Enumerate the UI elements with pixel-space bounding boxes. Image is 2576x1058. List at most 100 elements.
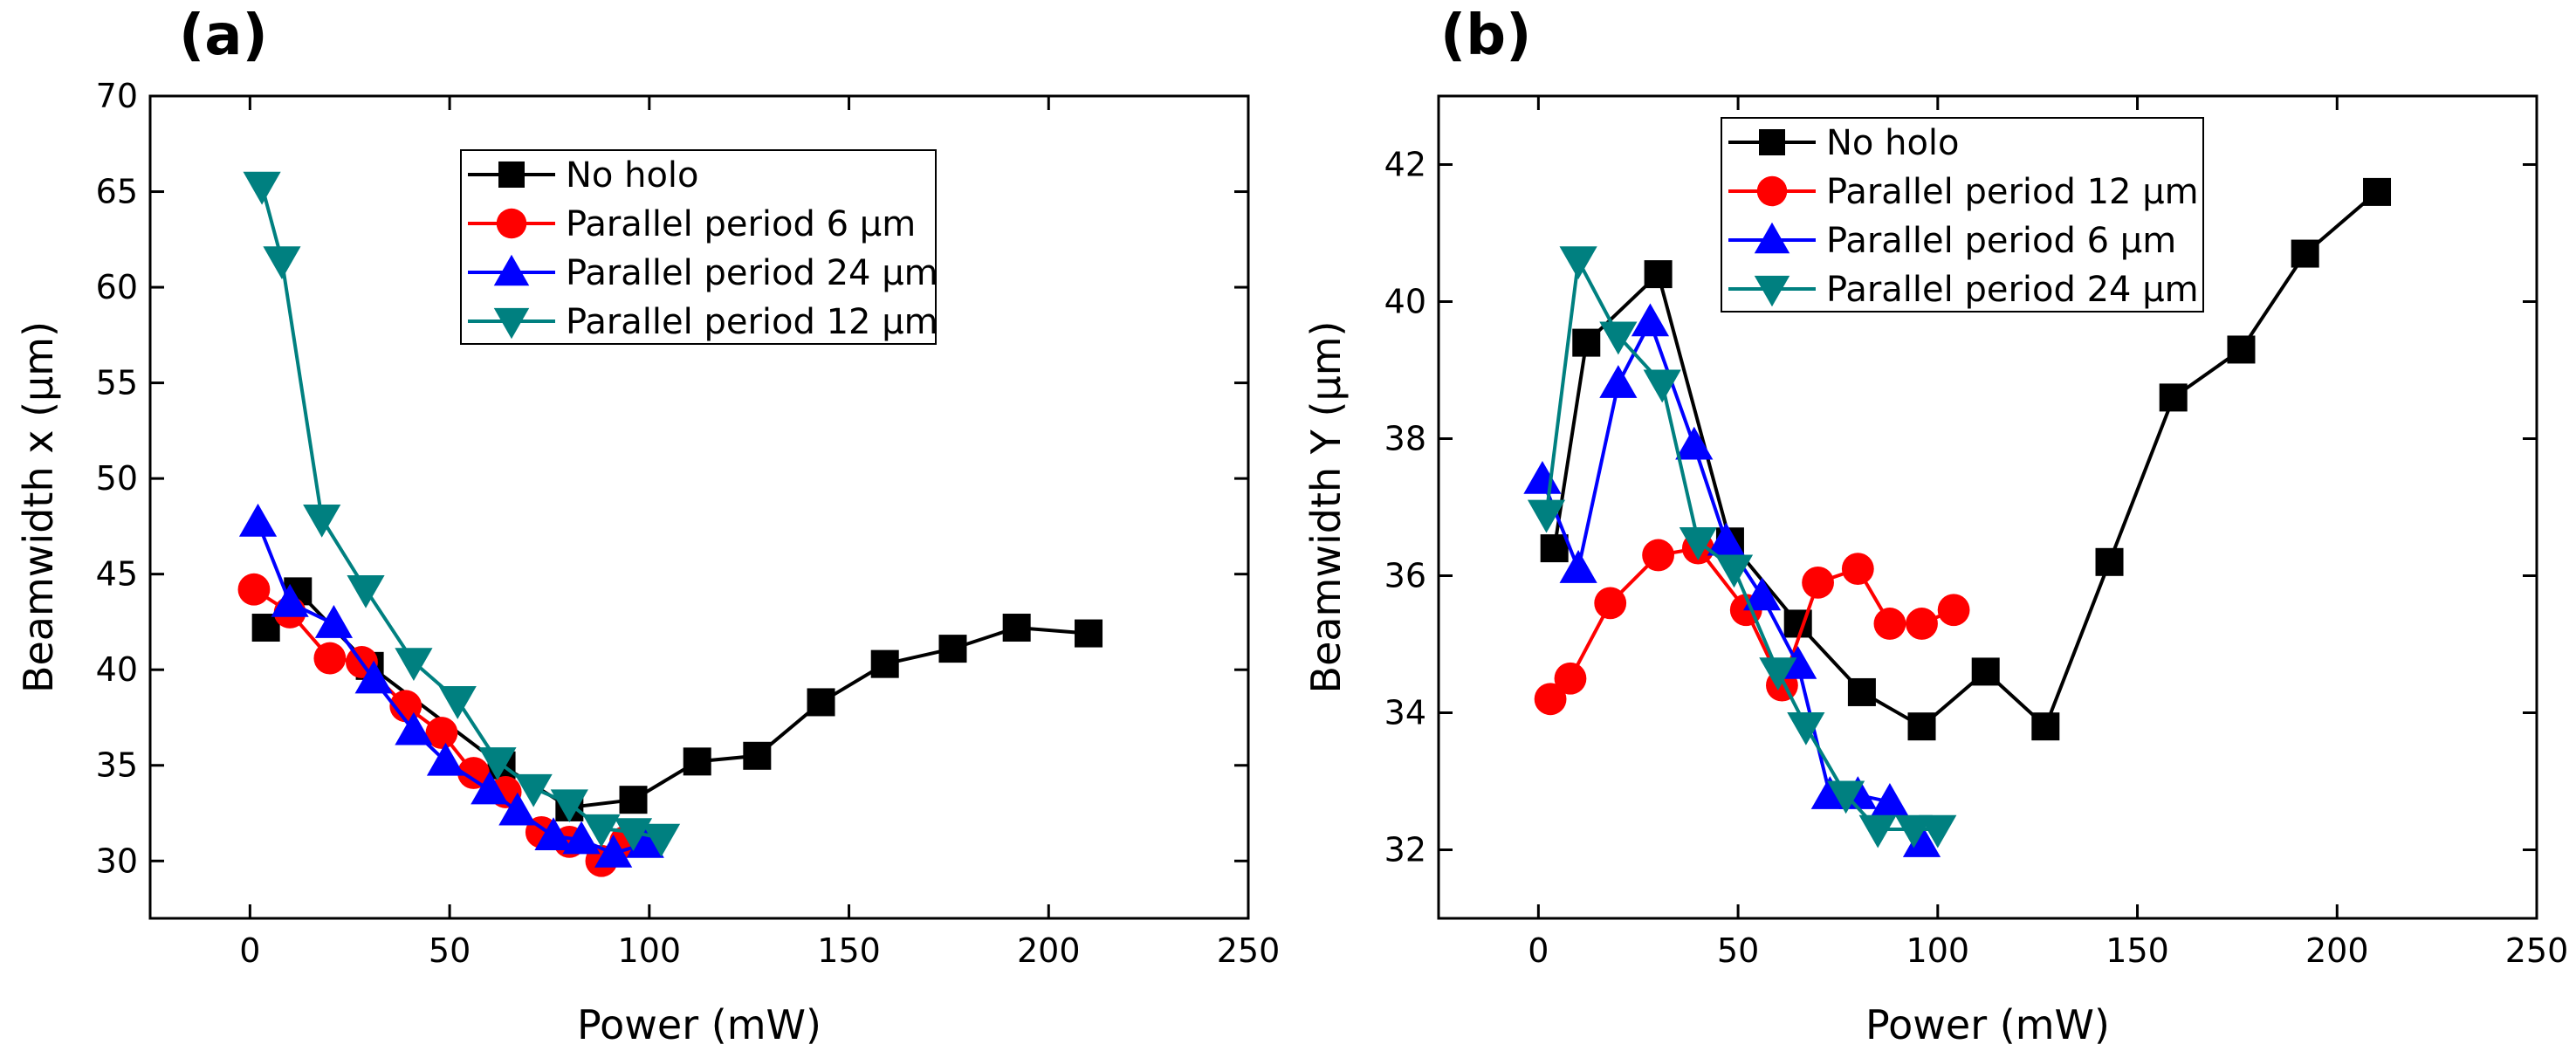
panel-b-series-0-point — [2031, 712, 2060, 741]
panel-b-series-3-point — [1599, 321, 1638, 355]
panel-b-series-1-point — [1841, 553, 1874, 586]
panel-b-series-3-point — [1919, 814, 1957, 848]
panel-a-y-tick-label: 65 — [96, 173, 138, 211]
panel-b-legend-marker — [1754, 222, 1790, 254]
chart-panel-a: (a) 0 50 100 150 200 250 30 35 40 45 50 55 60 65 70 P… — [15, 3, 1280, 1048]
panel-b-y-axis: 32 34 36 38 40 42 — [1384, 146, 2537, 869]
panel-a-x-tick-label: 200 — [1017, 931, 1081, 970]
panel-a-series-2-point — [498, 792, 537, 826]
panel-b-series-2-point — [1631, 303, 1670, 337]
panel-a-series-2-point — [562, 821, 601, 855]
panel-b-x-tick-label: 0 — [1528, 931, 1549, 970]
panel-a-series-3-point — [582, 814, 621, 848]
panel-a-series-0-point — [683, 747, 711, 776]
panel-b-y-tick-label: 34 — [1384, 694, 1426, 732]
panel-a-series-2-point — [314, 605, 354, 638]
panel-b-x-axis: 0 50 100 150 200 250 — [1528, 96, 2568, 970]
panel-a-series-1-point — [237, 573, 271, 606]
panel-a-series-0-point — [870, 649, 899, 678]
panel-a-legend: No holo Parallel period 6 μm Parallel peri… — [460, 149, 938, 345]
panel-b-legend-marker — [1756, 175, 1788, 207]
panel-b-legend-label: Parallel period 12 μm — [1826, 172, 2199, 212]
panel-a-series-0-point — [743, 741, 772, 770]
panel-a-label: (a) — [179, 3, 268, 68]
panel-b-y-tick-label: 40 — [1384, 283, 1426, 321]
panel-b-series-2-point — [1871, 782, 1909, 816]
panel-b-legend-label: No holo — [1826, 123, 1960, 163]
panel-a-legend-label: No holo — [566, 155, 699, 196]
panel-a-series-2-point — [354, 660, 393, 694]
panel-a-series-3-point — [263, 246, 301, 279]
panel-a-legend-label: Parallel period 24 μm — [566, 253, 938, 293]
panel-a-y-tick-label: 40 — [96, 650, 138, 689]
panel-b-label: (b) — [1440, 3, 1531, 68]
panel-b-series-3-point — [1827, 780, 1865, 814]
panel-b-y-tick-label: 36 — [1384, 557, 1426, 595]
panel-a-series-2-point — [626, 824, 664, 858]
panel-a-series-3-point — [243, 171, 281, 205]
panel-a-series-3-point — [478, 747, 517, 780]
panel-a-series-0-point — [807, 688, 835, 717]
panel-b-series-2-point — [1902, 824, 1941, 857]
panel-a-series-0-point — [1075, 619, 1103, 648]
panel-b-series-0-point — [1540, 534, 1569, 563]
panel-b-series-0-point — [1644, 260, 1673, 289]
panel-a-series-0-point — [938, 635, 967, 663]
panel-b-y-tick-label: 42 — [1384, 146, 1426, 184]
panel-a-series-3-point — [642, 823, 681, 857]
panel-b-x-tick-label: 100 — [1906, 931, 1970, 970]
panel-a-series-3-point — [550, 789, 588, 823]
panel-b-series-3-point — [1643, 369, 1681, 403]
panel-a-series-2-point — [271, 583, 309, 617]
panel-a-series-0-point — [619, 786, 648, 814]
panel-b-series-1-point — [1802, 566, 1834, 599]
panel-a-y-tick-label: 35 — [96, 746, 138, 785]
panel-b-series-0-point — [1572, 328, 1601, 357]
panel-b-x-axis-title: Power (mW) — [1865, 1001, 2110, 1048]
panel-b-series-1-point — [1594, 587, 1627, 620]
panel-a-series-3-point — [303, 504, 341, 538]
panel-a-y-tick-label: 45 — [96, 555, 138, 594]
panel-a-series-2-point — [426, 742, 465, 776]
panel-a-series-2-point — [238, 503, 278, 537]
panel-a-legend-box — [460, 149, 937, 345]
panel-a-legend-marker — [498, 161, 525, 188]
panel-a-series-0-point — [1002, 614, 1031, 642]
panel-a-x-tick-label: 0 — [239, 931, 260, 970]
panel-a-legend-label: Parallel period 12 μm — [566, 302, 938, 342]
panel-a-series-1-point — [313, 642, 347, 675]
panel-b-series-3-point — [1714, 554, 1754, 588]
panel-b-series — [1523, 177, 2392, 857]
panel-a-series-2-point — [395, 711, 433, 745]
panel-a-series-3-point — [438, 686, 477, 719]
panel-b-series-0-point — [2095, 547, 2124, 576]
panel-b-y-tick-label: 38 — [1384, 420, 1426, 458]
panel-b-series-0-point — [2363, 177, 2392, 206]
panel-a-series-2-point — [534, 817, 573, 850]
panel-b-legend: No holo Parallel period 12 μm Parallel per… — [1721, 117, 2204, 313]
panel-b-legend-box — [1721, 117, 2204, 313]
panel-b-series-3-point — [1858, 814, 1897, 848]
panel-a-series-2-point — [594, 834, 633, 868]
panel-a-x-axis: 0 50 100 150 200 250 — [239, 96, 1280, 970]
panel-b-series-1-point — [1534, 683, 1567, 716]
panel-b-x-tick-label: 200 — [2305, 931, 2369, 970]
panel-b-legend-label: Parallel period 6 μm — [1826, 221, 2176, 261]
panel-a-y-tick-label: 30 — [96, 842, 138, 880]
panel-b-series-3-point — [1679, 527, 1717, 560]
panel-b-series-2-point — [1707, 522, 1745, 556]
panel-a-legend-marker — [493, 254, 530, 286]
panel-a-x-axis-title: Power (mW) — [577, 1001, 821, 1048]
panel-b-y-tick-label: 32 — [1384, 831, 1426, 869]
panel-b-series-2-point — [1742, 577, 1782, 611]
panel-a-legend-marker — [493, 307, 530, 340]
panel-b-series-2-point — [1559, 550, 1597, 583]
panel-b-legend-marker — [1759, 129, 1785, 155]
panel-a-series-2-point — [471, 771, 509, 805]
panel-b-x-tick-label: 250 — [2505, 931, 2569, 970]
panel-a-y-axis-title: Beamwidth x (μm) — [15, 321, 62, 693]
panel-b-legend-label: Parallel period 24 μm — [1826, 270, 2199, 310]
panel-a-legend-label: Parallel period 6 μm — [566, 204, 916, 244]
panel-b-series-0-point — [1971, 657, 2000, 686]
